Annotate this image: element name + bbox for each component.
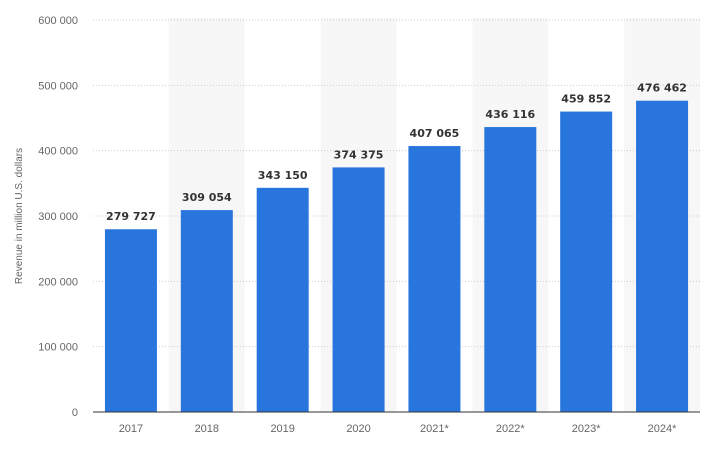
x-tick-label: 2019 xyxy=(270,423,294,435)
x-tick-label: 2021* xyxy=(420,423,449,435)
data-label: 374 375 xyxy=(334,148,384,161)
bar xyxy=(484,127,537,413)
y-axis-ticks: 0 100 000 200 000 300 000 400 000 500 000 600 … xyxy=(38,15,78,419)
y-tick-label: 500 000 xyxy=(38,80,78,92)
y-tick-label: 200 000 xyxy=(38,276,78,288)
y-tick-label: 300 000 xyxy=(38,211,78,223)
x-tick-label: 2020 xyxy=(346,423,370,435)
y-tick-label: 400 000 xyxy=(38,146,78,158)
data-labels: 279 727 309 054 343 150 374 375 407 065 436 1… xyxy=(106,82,687,224)
data-label: 459 852 xyxy=(561,93,611,106)
x-tick-label: 2018 xyxy=(195,423,219,435)
gridlines xyxy=(93,19,700,348)
bar xyxy=(256,187,309,412)
data-label: 279 727 xyxy=(106,210,156,223)
bar xyxy=(332,167,385,412)
y-tick-label: 0 xyxy=(72,407,78,419)
bar xyxy=(104,229,157,412)
bar xyxy=(636,100,689,413)
data-label: 309 054 xyxy=(182,191,232,204)
y-axis-title: Revenue in million U.S. dollars xyxy=(14,148,25,284)
x-axis-ticks: 2017 2018 2019 2020 2021* 2022* 2023* 2024* xyxy=(119,423,677,435)
y-tick-label: 600 000 xyxy=(38,15,78,27)
bar xyxy=(180,210,233,412)
bar xyxy=(560,111,613,413)
x-tick-label: 2022* xyxy=(496,423,525,435)
x-tick-label: 2024* xyxy=(648,423,677,435)
x-tick-label: 2023* xyxy=(572,423,601,435)
data-label: 343 150 xyxy=(258,169,308,182)
bar xyxy=(408,146,461,412)
x-tick-label: 2017 xyxy=(119,423,143,435)
data-label: 407 065 xyxy=(410,127,460,140)
bars xyxy=(104,100,689,413)
data-label: 436 116 xyxy=(485,108,535,121)
y-tick-label: 100 000 xyxy=(38,342,78,354)
data-label: 476 462 xyxy=(637,82,687,95)
